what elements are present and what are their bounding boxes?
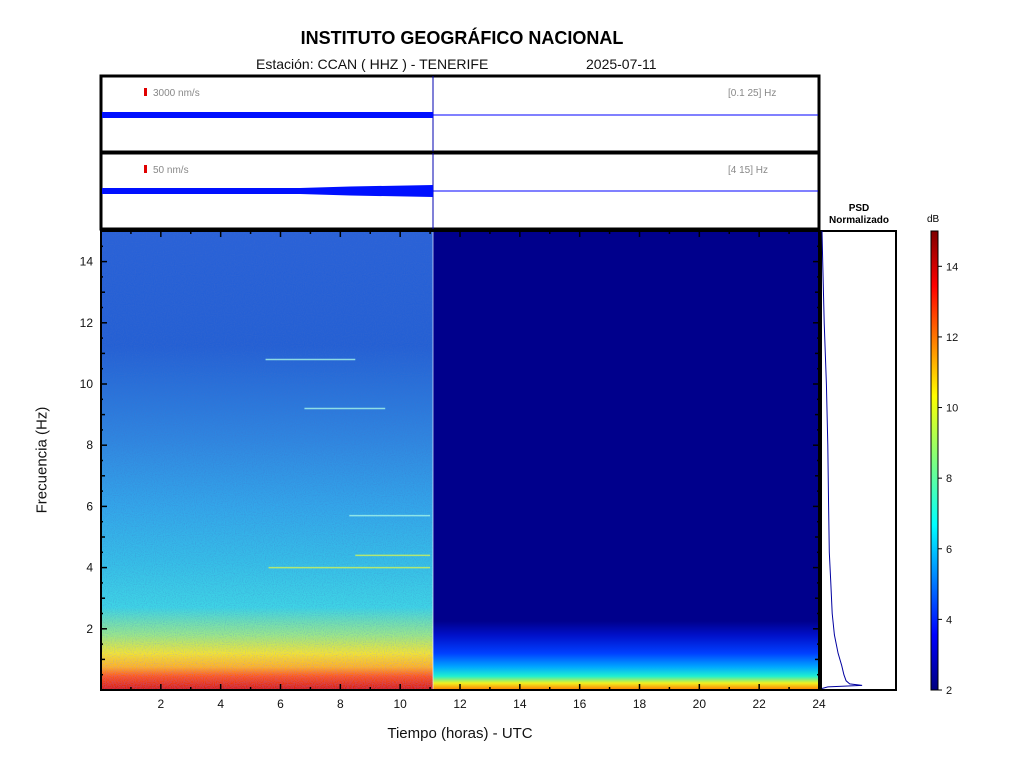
y-tick-label: 2 [86,622,93,636]
colorbar-tick-label: 14 [946,261,958,273]
x-tick-label: 8 [337,697,344,711]
spectrogram-empty-region [433,231,819,690]
psd-frame [820,230,897,691]
colorbar-tick-label: 6 [946,544,952,556]
y-tick-label: 10 [80,377,94,391]
x-tick-label: 2 [157,697,164,711]
colorbar-tick-label: 10 [946,403,958,415]
x-tick-label: 14 [513,697,527,711]
waveform2-band-label: [4 15] Hz [728,165,768,176]
x-tick-label: 24 [812,697,826,711]
y-tick-label: 8 [86,438,93,452]
station-date: 2025-07-11 [586,56,657,72]
psd-curve [821,230,863,689]
colorbar-tick-label: 12 [946,332,958,344]
colorbar-tick-label: 2 [946,685,952,697]
waveform2-scale-label: 50 nm/s [153,165,189,176]
colorbar-tick-label: 8 [946,473,952,485]
station-label: Estación: CCAN ( HHZ ) - TENERIFE [256,56,489,72]
x-tick-label: 10 [393,697,407,711]
x-tick-label: 16 [573,697,587,711]
colorbar-gradient [930,230,939,691]
x-tick-label: 22 [752,697,766,711]
waveform1-scale-label: 3000 nm/s [153,88,200,99]
y-tick-label: 14 [80,255,94,269]
x-tick-label: 20 [693,697,707,711]
psd-panel [820,230,897,691]
y-axis-ticks: 2 4 6 8 10 12 14 [80,245,819,676]
y-tick-label: 4 [86,561,93,575]
waveform2-trace [102,185,433,197]
x-axis-ticks: 2 4 6 8 10 12 14 16 18 20 22 24 [130,231,826,711]
colorbar-tick-label: 4 [946,614,952,626]
y-tick-label: 12 [80,316,94,330]
colorbar-ticks: 2 4 6 8 10 12 14 [938,261,958,697]
chart-title: INSTITUTO GEOGRÁFICO NACIONAL [300,28,624,48]
x-axis-label: Tiempo (horas) - UTC [387,725,533,742]
psd-title: PSD Normalizado [828,203,889,226]
colorbar: 2 4 6 8 10 12 14 [930,230,958,697]
spectrogram-noise-texture [101,231,433,690]
waveform1-band-label: [0.1 25] Hz [728,88,776,99]
waveform1-frame [99,74,821,154]
spectrogram-tonal-lines [265,358,431,569]
colorbar-unit: dB [927,214,940,225]
waveform-panel-broadband: 3000 nm/s [0.1 25] Hz [99,74,821,154]
waveform1-trace [102,112,433,118]
waveform-panel-filtered: 50 nm/s [4 15] Hz [99,151,821,231]
x-tick-label: 18 [633,697,647,711]
x-tick-label: 6 [277,697,284,711]
waveform2-scale-bar [144,165,147,173]
x-tick-label: 12 [453,697,467,711]
x-tick-label: 4 [217,697,224,711]
y-tick-label: 6 [86,499,93,513]
waveform1-scale-bar [144,88,147,96]
